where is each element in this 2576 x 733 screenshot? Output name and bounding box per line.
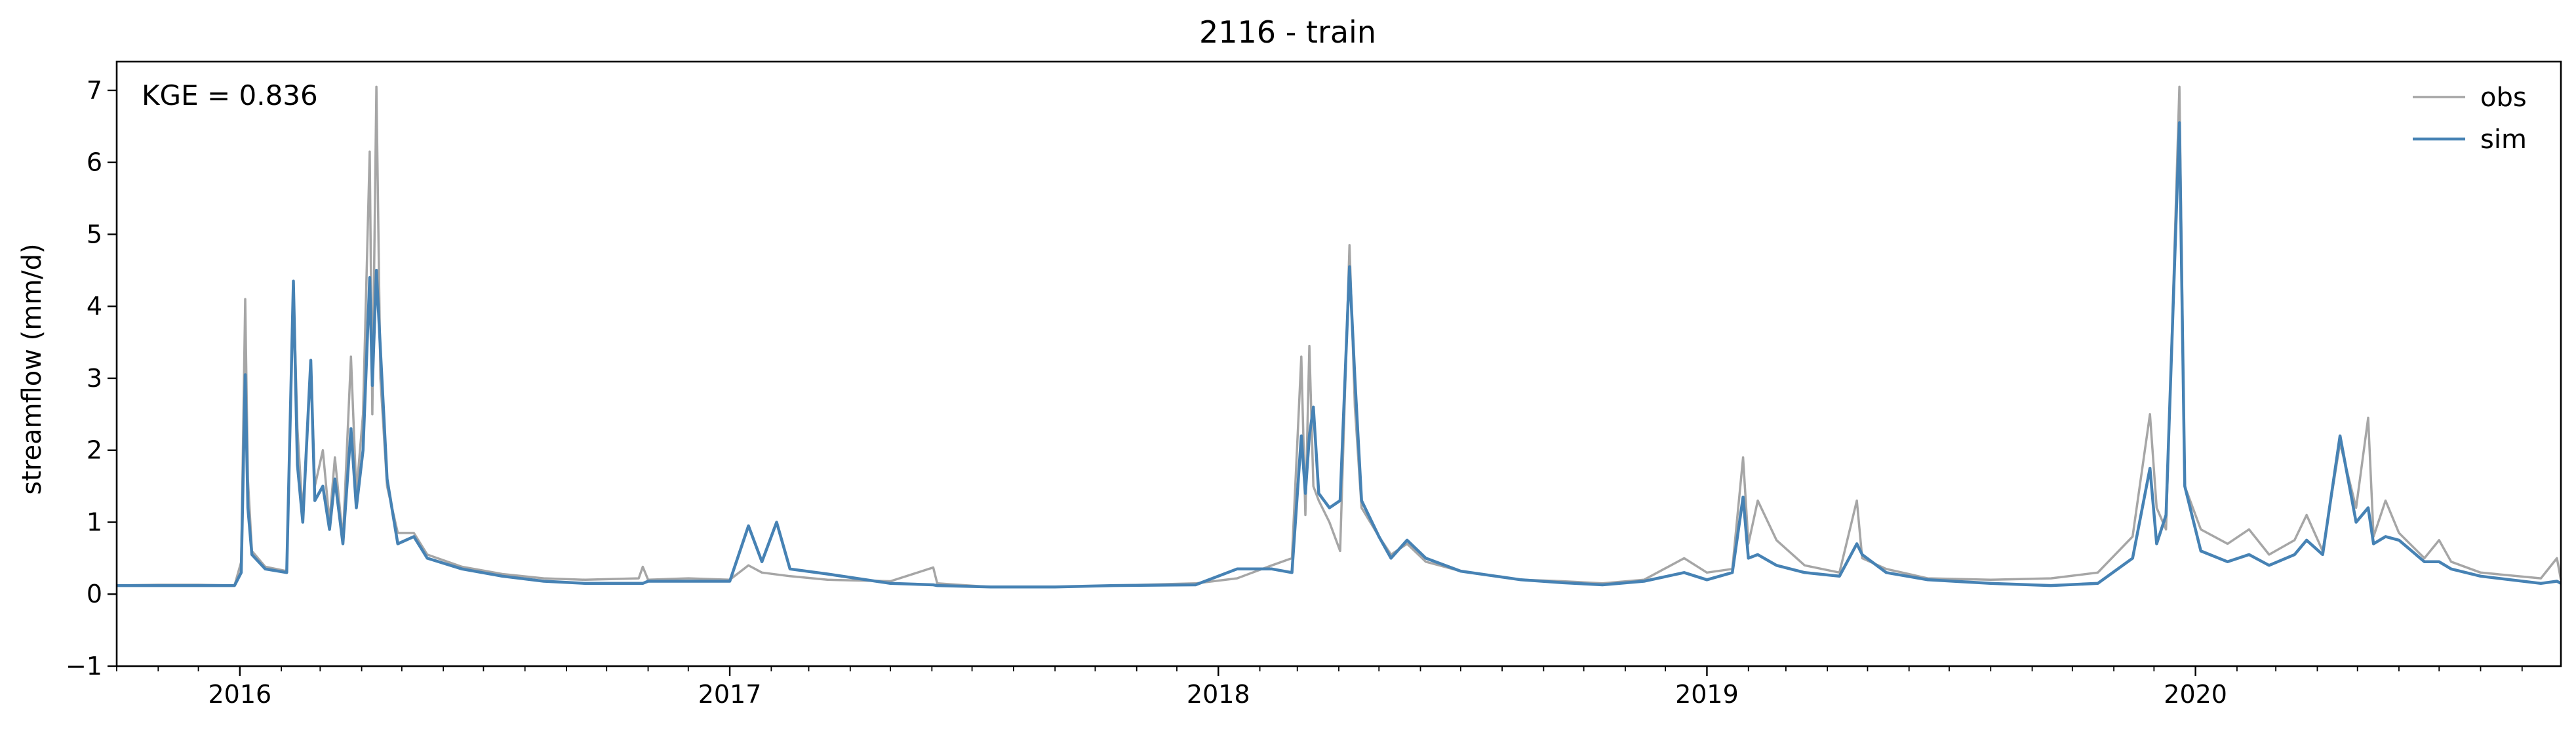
y-tick-label: −1 bbox=[66, 652, 102, 681]
ticks-layer: −1 0 1 2 3 4 5 6 7 2016 2017 2018 2019 2020 bbox=[66, 76, 2523, 709]
y-tick-label: 6 bbox=[87, 148, 102, 177]
y-tick-label: 1 bbox=[87, 507, 102, 536]
y-tick-label: 7 bbox=[87, 76, 102, 105]
y-axis-label: streamflow (mm/d) bbox=[17, 243, 47, 494]
legend: obs sim bbox=[2413, 83, 2527, 155]
x-tick-label: 2019 bbox=[1675, 680, 1739, 709]
y-tick-label: 2 bbox=[87, 436, 102, 465]
x-tick-label: 2020 bbox=[2164, 680, 2227, 709]
y-tick-label: 4 bbox=[87, 292, 102, 321]
plot-frame bbox=[115, 60, 2562, 667]
x-tick-label: 2016 bbox=[208, 680, 271, 709]
x-tick-label: 2017 bbox=[698, 680, 762, 709]
y-tick-label: 3 bbox=[87, 364, 102, 393]
series-line-sim bbox=[117, 121, 2562, 589]
series-line-obs bbox=[116, 85, 2562, 589]
y-tick-label: 5 bbox=[87, 220, 102, 248]
x-tick-label: 2018 bbox=[1187, 680, 1250, 709]
series-layer bbox=[116, 85, 2562, 589]
legend-label-sim: sim bbox=[2480, 125, 2527, 155]
y-tick-label: 0 bbox=[87, 580, 102, 608]
chart-title: 2116 - train bbox=[1199, 14, 1376, 50]
legend-label-obs: obs bbox=[2480, 83, 2527, 113]
kge-annotation: KGE = 0.836 bbox=[142, 79, 318, 111]
